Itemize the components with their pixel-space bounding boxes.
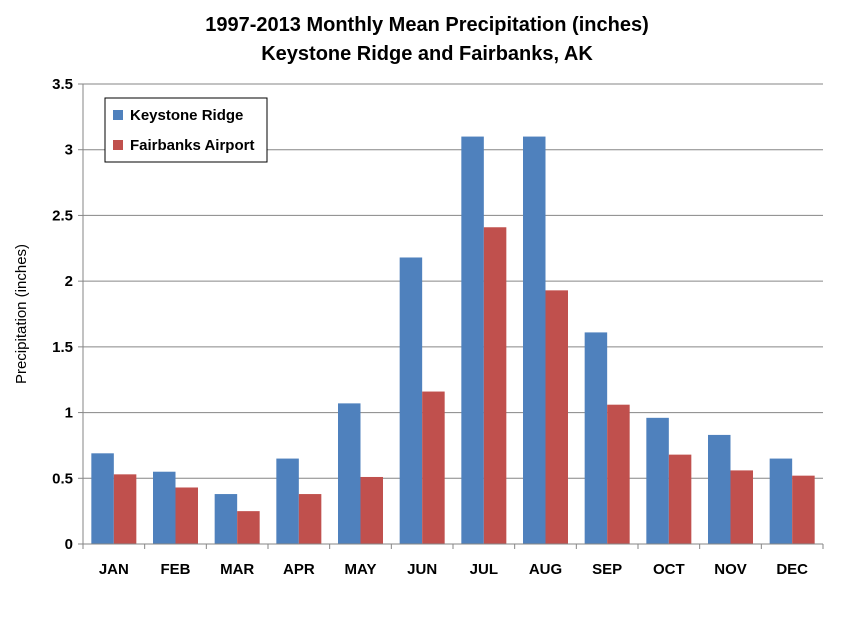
bar-fairbanks-airport-dec [792, 475, 815, 544]
bar-keystone-ridge-dec [769, 458, 793, 544]
bar-fairbanks-airport-jan [113, 474, 137, 544]
bar-keystone-ridge-mar [214, 494, 238, 544]
legend-swatch [113, 110, 123, 120]
y-tick-label: 3.5 [52, 76, 73, 93]
bar-keystone-ridge-aug [523, 136, 546, 545]
x-tick-label: DEC [776, 561, 808, 578]
bar-fairbanks-airport-sep [607, 404, 630, 544]
y-tick-label: 0 [65, 536, 73, 553]
bar-fairbanks-airport-oct [668, 454, 692, 544]
x-tick-label: JAN [99, 561, 129, 578]
bar-fairbanks-airport-nov [730, 470, 753, 544]
bar-fairbanks-airport-apr [298, 494, 322, 544]
bar-keystone-ridge-jun [399, 257, 423, 544]
axes: 0 0.5 1 1.5 2 2.5 3 3.5 JAN FEB MAR APR MAY JUN JUL AUG… [52, 76, 824, 578]
bar-keystone-ridge-feb [153, 471, 176, 544]
legend-label: Keystone Ridge [130, 107, 243, 124]
x-tick-label: MAY [345, 561, 377, 578]
y-tick-label: 2 [65, 273, 73, 290]
bar-keystone-ridge-nov [708, 434, 731, 544]
x-tick-label: FEB [161, 561, 191, 578]
y-tick-label: 3 [65, 142, 73, 159]
legend: Keystone Ridge Fairbanks Airport [104, 97, 268, 163]
x-tick-label: SEP [592, 561, 622, 578]
x-tick-label: AUG [529, 561, 562, 578]
y-tick-label: 1.5 [52, 339, 73, 356]
bar-keystone-ridge-may [338, 403, 361, 544]
x-tick-label: APR [283, 561, 315, 578]
bar-keystone-ridge-jul [461, 136, 484, 545]
bar-fairbanks-airport-jun [422, 391, 445, 544]
legend-label: Fairbanks Airport [130, 137, 254, 154]
chart-title-line-2: Keystone Ridge and Fairbanks, AK [261, 43, 593, 65]
bar-keystone-ridge-sep [584, 332, 608, 544]
bar-fairbanks-airport-jul [483, 227, 507, 544]
x-tick-label: OCT [653, 561, 685, 578]
bar-fairbanks-airport-mar [237, 511, 260, 544]
bars [91, 136, 815, 545]
bar-fairbanks-airport-aug [545, 290, 568, 544]
x-tick-label: JUL [470, 561, 498, 578]
bar-keystone-ridge-oct [646, 417, 669, 544]
chart-title-line-1: 1997-2013 Monthly Mean Precipitation (in… [205, 14, 648, 36]
bar-fairbanks-airport-feb [175, 487, 198, 544]
x-tick-label: NOV [714, 561, 747, 578]
y-tick-label: 2.5 [52, 207, 73, 224]
legend-box [104, 97, 268, 163]
bar-keystone-ridge-jan [91, 453, 114, 544]
x-tick-label: MAR [220, 561, 254, 578]
legend-swatch [113, 140, 123, 150]
y-axis-label: Precipitation (inches) [13, 244, 30, 384]
bar-fairbanks-airport-may [360, 476, 383, 544]
x-tick-label: JUN [407, 561, 437, 578]
bar-keystone-ridge-apr [276, 458, 299, 544]
y-tick-label: 1 [65, 405, 73, 422]
y-tick-label: 0.5 [52, 470, 73, 487]
